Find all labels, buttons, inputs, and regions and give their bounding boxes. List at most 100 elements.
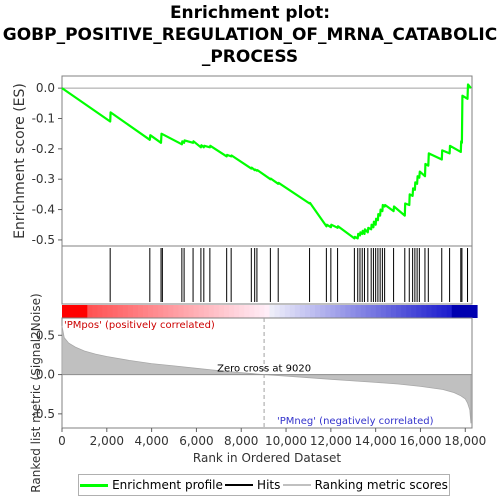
- rank-xtick-label: 16,000: [399, 434, 441, 448]
- heat-bar-cell: [122, 305, 129, 318]
- rank-xtick-label: 2,000: [90, 434, 124, 448]
- heat-bar-cell: [279, 305, 286, 318]
- rank-xtick-label: 14,000: [355, 434, 397, 448]
- heat-bar-cell: [148, 305, 154, 318]
- heat-bar-cell: [406, 305, 412, 318]
- heat-bar-cell: [360, 305, 367, 318]
- hits-panel: [61, 245, 473, 305]
- heat-bar-cell: [153, 305, 159, 318]
- heat-bar-cell: [411, 305, 417, 318]
- rank-xlabel: Rank in Ordered Dataset: [193, 451, 341, 465]
- legend-swatch-enrichment-profile: [80, 483, 109, 487]
- es-ytick-label: 0.0: [36, 81, 55, 95]
- legend-swatch-hits: [225, 484, 254, 486]
- heat-bar-cell: [284, 305, 291, 318]
- heat-bar-cell: [107, 305, 114, 318]
- heat-bar-cell: [391, 305, 397, 318]
- enrichment-profile-line: [61, 83, 472, 240]
- heat-bar-cell: [294, 305, 301, 318]
- heat-bar-cell: [239, 305, 245, 318]
- heat-bar-cell: [102, 305, 109, 318]
- heat-bar-cell: [310, 305, 316, 318]
- chart-title-line-1: Enrichment plot:: [169, 3, 331, 23]
- heat-bar-cell: [416, 305, 422, 318]
- heat-bar-cell: [401, 305, 407, 318]
- heat-bar-cell: [223, 305, 230, 318]
- legend-label-enrichment-profile: Enrichment profile: [112, 478, 223, 492]
- heat-bar-cell: [421, 305, 427, 318]
- heat-bar-cell: [355, 305, 362, 318]
- legend-label-hits: Hits: [257, 478, 281, 492]
- heat-bar-cell: [249, 305, 255, 318]
- heat-bar-cell: [380, 305, 387, 318]
- heat-bar-cell: [385, 305, 392, 318]
- heat-bar-cell: [72, 305, 78, 318]
- heat-bar-cell: [112, 305, 119, 318]
- heat-bar-cell: [163, 305, 169, 318]
- heat-bar-cell: [289, 305, 296, 318]
- rank-ytick-label: -0.5: [32, 407, 55, 421]
- heat-bar-cell: [274, 305, 281, 318]
- pmpos-annotation: 'PMpos' (positively correlated): [64, 320, 215, 331]
- heat-bar-cell: [178, 305, 185, 318]
- heat-bar-cell: [315, 305, 321, 318]
- heat-bar-cell: [234, 305, 240, 318]
- legend-item-enrichment-profile: Enrichment profile: [80, 478, 223, 492]
- heat-bar-cell: [350, 305, 357, 318]
- heat-bar-cell: [461, 305, 468, 318]
- zero-cross-annotation: Zero cross at 9020: [217, 364, 311, 375]
- heat-bar-cell: [259, 305, 266, 318]
- chart-title-line-2: GOBP_POSITIVE_REGULATION_OF_MRNA_CATABOL…: [2, 25, 498, 45]
- heat-bar-cell: [299, 305, 306, 318]
- heat-bar-cell: [82, 305, 88, 318]
- rank-metric-panel: 0.5 0.0 -0.50 2,000 4,000 6,000 8,000 10,000 12,…: [29, 293, 486, 492]
- es-plot-frame: [61, 75, 473, 247]
- rank-xtick-label: 12,000: [310, 434, 352, 448]
- pmneg-annotation: 'PMneg' (negatively correlated): [277, 416, 434, 427]
- legend-swatch-ranking-metric-scores: [282, 484, 311, 486]
- heat-bar-cell: [203, 305, 210, 318]
- heat-bar-cell: [213, 305, 220, 318]
- heat-bar-cell: [466, 305, 473, 318]
- heat-bar-cell: [370, 305, 377, 318]
- heat-bar-cell: [62, 305, 68, 318]
- heat-bar-cell: [188, 305, 195, 318]
- heat-bar-cell: [320, 305, 326, 318]
- heat-bar-cell: [67, 305, 73, 318]
- heat-bar-cell: [77, 305, 83, 318]
- heat-bar-cell: [218, 305, 225, 318]
- rank-xtick-label: 0: [58, 434, 66, 448]
- heat-bar-cell: [325, 305, 331, 318]
- legend-item-ranking-metric-scores: Ranking metric scores: [282, 478, 448, 492]
- rank-xtick-label: 4,000: [134, 434, 168, 448]
- es-ytick-label: -0.5: [32, 233, 55, 247]
- heat-bar-cell: [229, 305, 235, 318]
- es-ylabel: Enrichment score (ES): [12, 83, 28, 239]
- heat-bar-cell: [365, 305, 372, 318]
- heat-bar-cell: [117, 305, 124, 318]
- rank-ytick-label: 0.0: [36, 368, 55, 382]
- heat-bar-cell: [198, 305, 205, 318]
- es-ytick-label: -0.2: [32, 142, 55, 156]
- rank-xtick-label: 10,000: [265, 434, 307, 448]
- heat-bar-cell: [472, 305, 478, 318]
- es-ytick-label: -0.4: [32, 203, 55, 217]
- heat-bar-cell: [396, 305, 402, 318]
- heat-bar-cell: [375, 305, 382, 318]
- heat-bar-cell: [87, 305, 93, 318]
- es-panel: 0.0 -0.1 -0.2 -0.3 -0.4 -0.5 Enrichment score …: [12, 75, 473, 247]
- heat-bar-cell: [340, 305, 346, 318]
- heat-bar-cell: [451, 305, 458, 318]
- rank-ytick-label: 0.5: [36, 328, 55, 342]
- rank-ylabel: Ranked list metric (Signal2Noise): [29, 293, 43, 492]
- heat-bar-cell: [304, 305, 311, 318]
- rank-xtick-label: 18,000: [444, 434, 486, 448]
- heat-bar-cell: [446, 305, 453, 318]
- heat-bar-cell: [97, 305, 104, 318]
- heat-bar-cell: [183, 305, 190, 318]
- heat-bar-cell: [431, 305, 438, 318]
- heat-bar-cell: [168, 305, 174, 318]
- legend-label-ranking-metric-scores: Ranking metric scores: [314, 478, 448, 492]
- heat-bar-cell: [456, 305, 463, 318]
